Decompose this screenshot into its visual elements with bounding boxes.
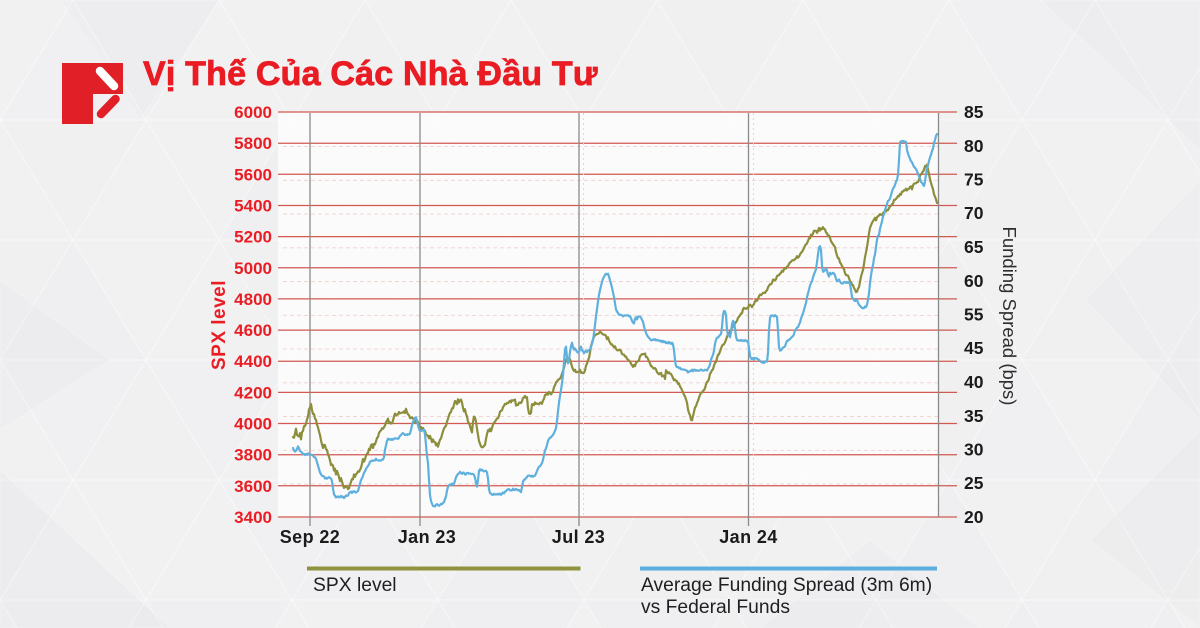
svg-text:5600: 5600 <box>234 165 272 184</box>
svg-text:5400: 5400 <box>234 197 272 216</box>
svg-text:6000: 6000 <box>234 103 272 122</box>
svg-text:55: 55 <box>964 305 984 325</box>
svg-text:Average Funding Spread (3m 6m): Average Funding Spread (3m 6m) <box>641 575 932 596</box>
svg-text:4400: 4400 <box>234 352 272 371</box>
svg-text:3800: 3800 <box>234 446 272 465</box>
svg-text:4200: 4200 <box>234 383 272 402</box>
svg-text:vs Federal Funds: vs Federal Funds <box>641 597 790 618</box>
svg-text:30: 30 <box>964 440 984 460</box>
svg-text:SPX level: SPX level <box>209 280 230 370</box>
svg-text:4600: 4600 <box>234 321 272 340</box>
svg-text:70: 70 <box>964 203 984 223</box>
svg-text:5000: 5000 <box>234 259 272 278</box>
svg-text:25: 25 <box>964 473 984 493</box>
svg-text:Jul 23: Jul 23 <box>552 527 605 547</box>
svg-text:Sep 22: Sep 22 <box>280 527 340 547</box>
svg-text:SPX level: SPX level <box>313 575 397 596</box>
svg-text:60: 60 <box>964 271 984 291</box>
svg-text:Jan 23: Jan 23 <box>398 527 456 547</box>
svg-text:75: 75 <box>964 170 984 190</box>
svg-text:5800: 5800 <box>234 134 272 153</box>
svg-text:4000: 4000 <box>234 415 272 434</box>
svg-text:65: 65 <box>964 237 984 257</box>
svg-text:80: 80 <box>964 136 984 156</box>
svg-text:4800: 4800 <box>234 290 272 309</box>
svg-text:35: 35 <box>964 406 984 426</box>
svg-text:Jan 24: Jan 24 <box>719 527 777 547</box>
svg-text:5200: 5200 <box>234 228 272 247</box>
svg-text:45: 45 <box>964 338 984 358</box>
svg-text:40: 40 <box>964 372 984 392</box>
svg-text:20: 20 <box>964 507 984 527</box>
svg-text:3400: 3400 <box>234 508 272 527</box>
svg-text:Funding Spread (bps): Funding Spread (bps) <box>999 227 1020 406</box>
svg-text:3600: 3600 <box>234 477 272 496</box>
svg-text:85: 85 <box>964 102 984 122</box>
